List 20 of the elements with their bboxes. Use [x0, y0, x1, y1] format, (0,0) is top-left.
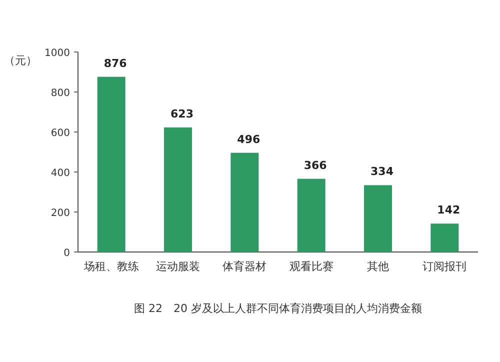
x-tick-label: 运动服装 [156, 260, 200, 273]
y-tick-label: 200 [50, 208, 70, 219]
y-tick-label: 800 [50, 88, 70, 99]
data-label: 876 [104, 56, 128, 70]
data-label: 496 [237, 132, 260, 146]
x-tick-label: 体育器材 [222, 260, 267, 273]
data-label: 334 [370, 165, 394, 178]
y-tick-label: 0 [64, 248, 70, 259]
x-tick-label: 场租、教练 [82, 260, 139, 273]
y-tick-label: 400 [50, 168, 70, 179]
y-tick-label: 1000 [44, 48, 70, 59]
y-tick-label: 600 [50, 128, 70, 139]
x-tick-label: 观看比赛 [289, 260, 334, 273]
data-label: 366 [304, 158, 328, 172]
data-label: 623 [170, 107, 194, 120]
text: 图 22 20 岁及以上人群不同体育消费项目的人均消费金额 [134, 302, 422, 315]
x-tick-label: 订阅报刊 [422, 260, 467, 273]
data-label: 142 [437, 204, 460, 217]
y-axis-title: （元） [4, 54, 37, 67]
x-tick-label: 其他 [367, 260, 389, 273]
